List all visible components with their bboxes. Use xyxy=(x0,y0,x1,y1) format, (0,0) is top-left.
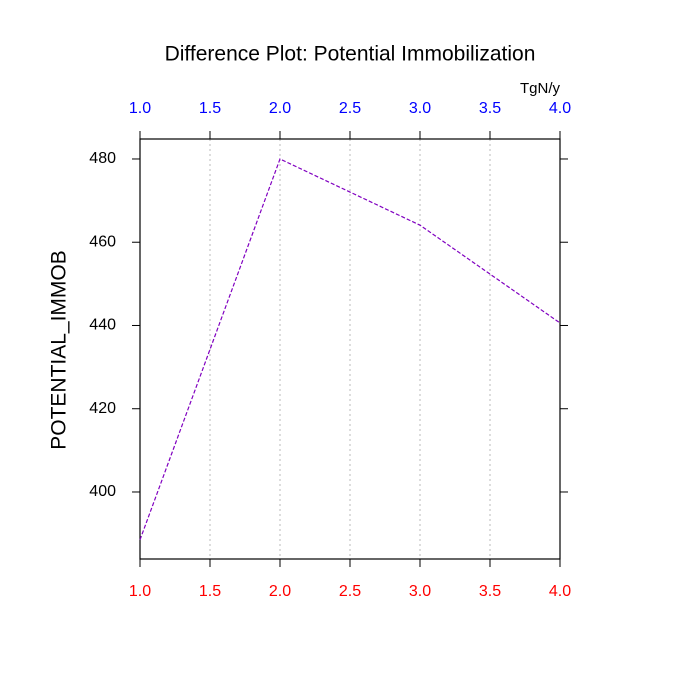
plot-frame xyxy=(139,138,561,560)
x-tick-label: 4.0 xyxy=(549,583,571,600)
top-x-tick-label: 2.5 xyxy=(339,100,361,117)
data-line xyxy=(139,158,561,541)
x-tick-label: 3.5 xyxy=(479,583,501,600)
top-x-tick-label: 3.0 xyxy=(409,100,431,117)
y-tick-label: 420 xyxy=(89,400,116,417)
y-tick-label: 400 xyxy=(89,483,116,500)
top-x-tick-label: 4.0 xyxy=(549,100,571,117)
top-axis-label: TgN/y xyxy=(520,80,561,97)
x-tick-label: 2.5 xyxy=(339,583,361,600)
y-tick-label: 440 xyxy=(89,317,116,334)
top-x-tick-label: 2.0 xyxy=(269,100,291,117)
x-tick-label: 1.5 xyxy=(199,583,221,600)
x-tick-label: 2.0 xyxy=(269,583,291,600)
chart-title: Difference Plot: Potential Immobilizatio… xyxy=(165,43,536,66)
x-tick-label: 3.0 xyxy=(409,583,431,600)
y-axis-label: POTENTIAL_IMMOB xyxy=(48,250,71,450)
top-x-tick-label: 3.5 xyxy=(479,100,501,117)
x-tick-label: 1.0 xyxy=(129,583,151,600)
y-tick-label: 460 xyxy=(89,233,116,250)
top-x-tick-label: 1.5 xyxy=(199,100,221,117)
top-x-tick-label: 1.0 xyxy=(129,100,151,117)
y-tick-label: 480 xyxy=(89,150,116,167)
